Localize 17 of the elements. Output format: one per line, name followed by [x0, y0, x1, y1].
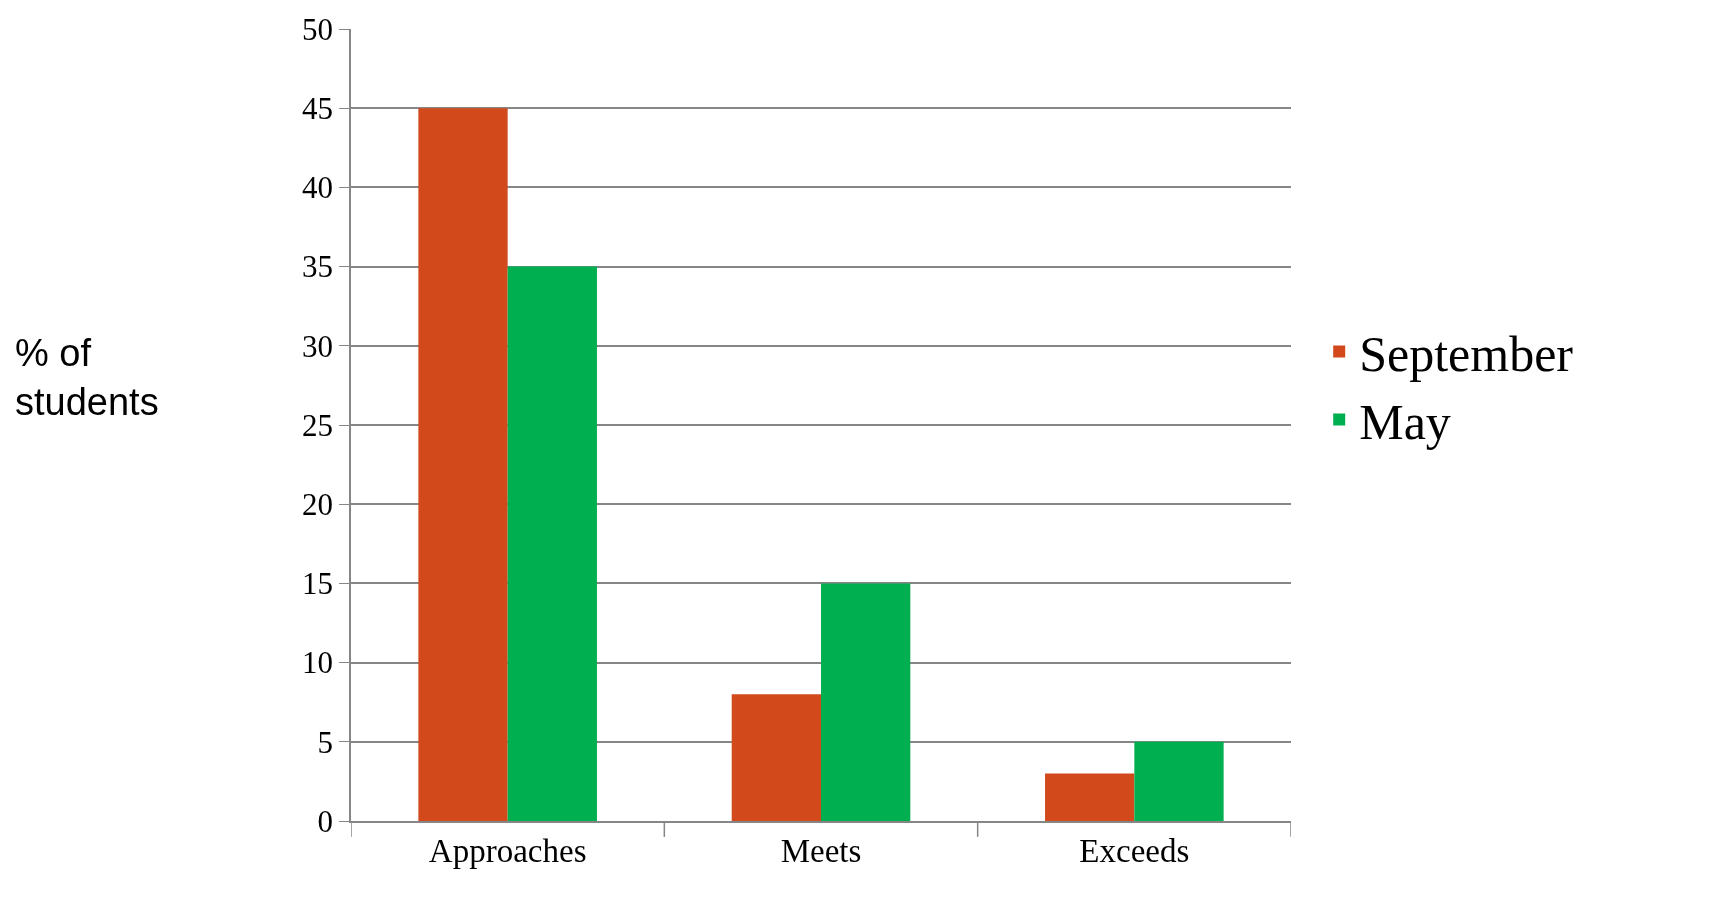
y-axis-title: % of students [15, 332, 159, 424]
y-tick-label: 35 [302, 249, 334, 285]
y-tick-label: 50 [302, 11, 334, 47]
y-tick-label: 30 [302, 328, 334, 364]
y-tick-label: 20 [302, 487, 334, 523]
y-tick-label: 0 [317, 803, 334, 839]
y-tick-label: 45 [302, 91, 334, 127]
y-tick-label: 40 [302, 170, 334, 206]
y-tick-label: 10 [302, 645, 334, 681]
legend-label: September [1359, 325, 1574, 382]
y-tick-label: 15 [302, 566, 334, 602]
x-tick-label: Meets [780, 833, 862, 870]
legend-label: May [1359, 393, 1451, 450]
y-tick-label: 5 [317, 724, 334, 760]
x-tick-label: Approaches [428, 833, 587, 870]
y-tick-label: 25 [302, 407, 334, 443]
x-tick-label: Exceeds [1079, 833, 1190, 870]
